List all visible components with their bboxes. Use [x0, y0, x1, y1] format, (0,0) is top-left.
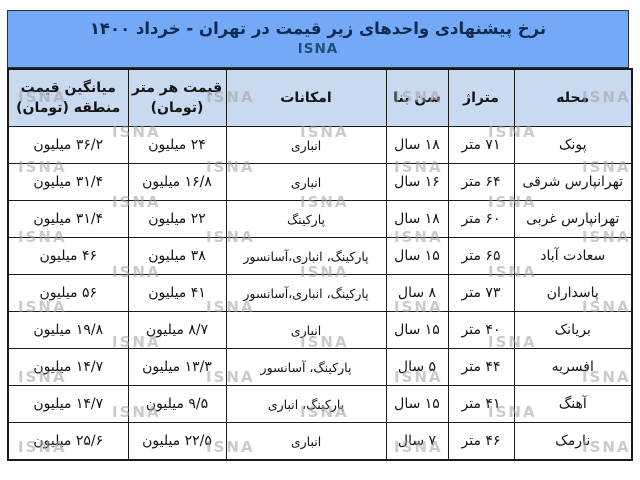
cell-neighborhood: آهنگ: [513, 385, 633, 423]
cell-district-avg-price: ۲۵/۶ میلیون: [7, 422, 129, 461]
cell-district-avg-price: ۳۱/۴ میلیون: [7, 163, 129, 201]
table-row: افسریه ۴۴ متر ۵ سال پارکینگ، آسانسور ۱۳/…: [7, 348, 633, 386]
cell-district-avg-price: ۵۶ میلیون: [7, 274, 129, 312]
cell-price-per-meter: ۱۶/۸ میلیون: [127, 163, 227, 201]
table-row: آهنگ ۴۱ متر ۱۵ سال پارکینگ، انباری ۹/۵ م…: [7, 385, 633, 423]
cell-building-age: ۱۸ سال: [385, 126, 449, 164]
cell-amenities: انباری: [225, 311, 387, 349]
cell-amenities: پارکینگ، آسانسور: [225, 348, 387, 386]
cell-area: ۴۶ متر: [447, 422, 515, 461]
table-row: تهرانپارس شرقی ۶۴ متر ۱۶ سال انباری ۱۶/۸…: [7, 163, 633, 201]
cell-neighborhood: پونک: [513, 126, 633, 164]
cell-neighborhood: پاسداران: [513, 274, 633, 312]
cell-neighborhood: تهرانپارس شرقی: [513, 163, 633, 201]
cell-neighborhood: بریانک: [513, 311, 633, 349]
cell-building-age: ۱۸ سال: [385, 200, 449, 238]
cell-price-per-meter: ۲۲/۵ میلیون: [127, 422, 227, 461]
cell-neighborhood: سعادت آباد: [513, 237, 633, 275]
cell-building-age: ۱۵ سال: [385, 385, 449, 423]
cell-district-avg-price: ۱۴/۷ میلیون: [7, 348, 129, 386]
cell-area: ۴۴ متر: [447, 348, 515, 386]
cell-amenities: پارکینگ، انباری،آسانسور: [225, 237, 387, 275]
cell-price-per-meter: ۲۲ میلیون: [127, 200, 227, 238]
table-title: نرخ پیشنهادی واحدهای زیر قیمت در تهران -…: [89, 19, 547, 38]
table-title-bar: نرخ پیشنهادی واحدهای زیر قیمت در تهران -…: [7, 10, 629, 68]
cell-area: ۴۱ متر: [447, 385, 515, 423]
cell-building-age: ۵ سال: [385, 348, 449, 386]
price-table: محله متراژ سن بنا امکانات قیمت هر متر (ت…: [7, 68, 633, 461]
cell-price-per-meter: ۱۳/۳ میلیون: [127, 348, 227, 386]
column-header-district-avg-price: میانگین قیمت منطقه (تومان): [7, 68, 129, 127]
cell-amenities: پارکینگ، انباری،آسانسور: [225, 274, 387, 312]
table-row: تهرانپارس غربی ۶۰ متر ۱۸ سال پارکینگ ۲۲ …: [7, 200, 633, 238]
cell-price-per-meter: ۳۸ میلیون: [127, 237, 227, 275]
cell-price-per-meter: ۴۱ میلیون: [127, 274, 227, 312]
table-row: نارمک ۴۶ متر ۷ سال انباری ۲۲/۵ میلیون ۲۵…: [7, 422, 633, 461]
column-header-area: متراژ: [447, 68, 515, 127]
cell-price-per-meter: ۸/۷ میلیون: [127, 311, 227, 349]
cell-amenities: انباری: [225, 422, 387, 461]
cell-neighborhood: تهرانپارس غربی: [513, 200, 633, 238]
cell-area: ۶۴ متر: [447, 163, 515, 201]
column-header-building-age: سن بنا: [385, 68, 449, 127]
cell-district-avg-price: ۱۴/۷ میلیون: [7, 385, 129, 423]
cell-building-age: ۱۵ سال: [385, 237, 449, 275]
cell-neighborhood: نارمک: [513, 422, 633, 461]
table-header-row: محله متراژ سن بنا امکانات قیمت هر متر (ت…: [7, 68, 633, 127]
cell-amenities: انباری: [225, 163, 387, 201]
cell-amenities: انباری: [225, 126, 387, 164]
cell-price-per-meter: ۹/۵ میلیون: [127, 385, 227, 423]
cell-amenities: پارکینگ، انباری: [225, 385, 387, 423]
column-header-neighborhood: محله: [513, 68, 633, 127]
cell-area: ۷۱ متر: [447, 126, 515, 164]
cell-area: ۴۰ متر: [447, 311, 515, 349]
news-agency-label: ISNA: [297, 41, 339, 58]
cell-building-age: ۱۵ سال: [385, 311, 449, 349]
cell-area: ۶۰ متر: [447, 200, 515, 238]
cell-amenities: پارکینگ: [225, 200, 387, 238]
cell-district-avg-price: ۳۶/۲ میلیون: [7, 126, 129, 164]
cell-price-per-meter: ۲۴ میلیون: [127, 126, 227, 164]
cell-building-age: ۱۶ سال: [385, 163, 449, 201]
cell-district-avg-price: ۱۹/۸ میلیون: [7, 311, 129, 349]
table-row: سعادت آباد ۶۵ متر ۱۵ سال پارکینگ، انباری…: [7, 237, 633, 275]
column-header-amenities: امکانات: [225, 68, 387, 127]
column-header-price-per-meter: قیمت هر متر (تومان): [127, 68, 227, 127]
table-row: پونک ۷۱ متر ۱۸ سال انباری ۲۴ میلیون ۳۶/۲…: [7, 126, 633, 164]
cell-building-age: ۷ سال: [385, 422, 449, 461]
table-row: پاسداران ۷۳ متر ۸ سال پارکینگ، انباری،آس…: [7, 274, 633, 312]
cell-district-avg-price: ۴۶ میلیون: [7, 237, 129, 275]
table-row: بریانک ۴۰ متر ۱۵ سال انباری ۸/۷ میلیون ۱…: [7, 311, 633, 349]
cell-building-age: ۸ سال: [385, 274, 449, 312]
cell-neighborhood: افسریه: [513, 348, 633, 386]
cell-district-avg-price: ۳۱/۴ میلیون: [7, 200, 129, 238]
cell-area: ۷۳ متر: [447, 274, 515, 312]
cell-area: ۶۵ متر: [447, 237, 515, 275]
